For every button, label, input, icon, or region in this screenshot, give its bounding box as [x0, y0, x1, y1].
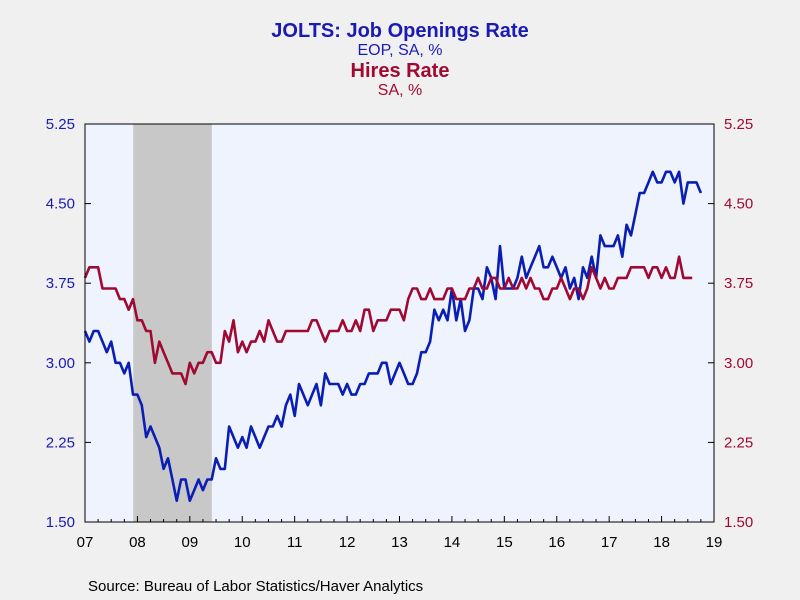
x-tick-label: 12 [339, 534, 356, 551]
y-tick-label-right: 5.25 [724, 116, 753, 133]
x-tick-label: 19 [706, 534, 723, 551]
y-tick-label-left: 4.50 [46, 196, 75, 213]
y-tick-label-right: 3.75 [724, 275, 753, 292]
y-tick-label-right: 1.50 [724, 514, 753, 531]
x-tick-label: 08 [129, 534, 146, 551]
chart-titles: JOLTS: Job Openings Rate EOP, SA, % Hire… [0, 20, 800, 100]
y-tick-label-left: 5.25 [46, 116, 75, 133]
x-tick-label: 18 [653, 534, 670, 551]
x-tick-label: 17 [601, 534, 618, 551]
x-tick-label: 15 [496, 534, 513, 551]
x-tick-label: 14 [444, 534, 461, 551]
y-tick-label-left: 3.75 [46, 275, 75, 292]
job-openings-line [83, 170, 703, 503]
source-note: Source: Bureau of Labor Statistics/Haver… [88, 578, 424, 595]
x-tick-label: 10 [234, 534, 251, 551]
recession-band [133, 124, 212, 522]
x-tick-label: 07 [77, 534, 94, 551]
hires-rate-line [83, 255, 693, 386]
chart-subtitle-hires: SA, % [377, 82, 423, 99]
x-tick-label: 11 [287, 534, 303, 551]
chart-subtitle-job-openings: EOP, SA, % [357, 42, 443, 59]
y-tick-label-right: 3.00 [724, 355, 753, 372]
chart-title-hires: Hires Rate [350, 60, 450, 82]
y-tick-label-left: 1.50 [46, 514, 75, 531]
chart-title-job-openings: JOLTS: Job Openings Rate [271, 20, 529, 42]
x-tick-label: 09 [181, 534, 198, 551]
x-tick-label: 16 [548, 534, 565, 551]
y-tick-label-left: 3.00 [46, 355, 75, 372]
y-tick-label-right: 2.25 [724, 434, 753, 451]
y-tick-label-left: 2.25 [46, 434, 75, 451]
y-tick-label-right: 4.50 [724, 196, 753, 213]
x-tick-label: 13 [391, 534, 408, 551]
